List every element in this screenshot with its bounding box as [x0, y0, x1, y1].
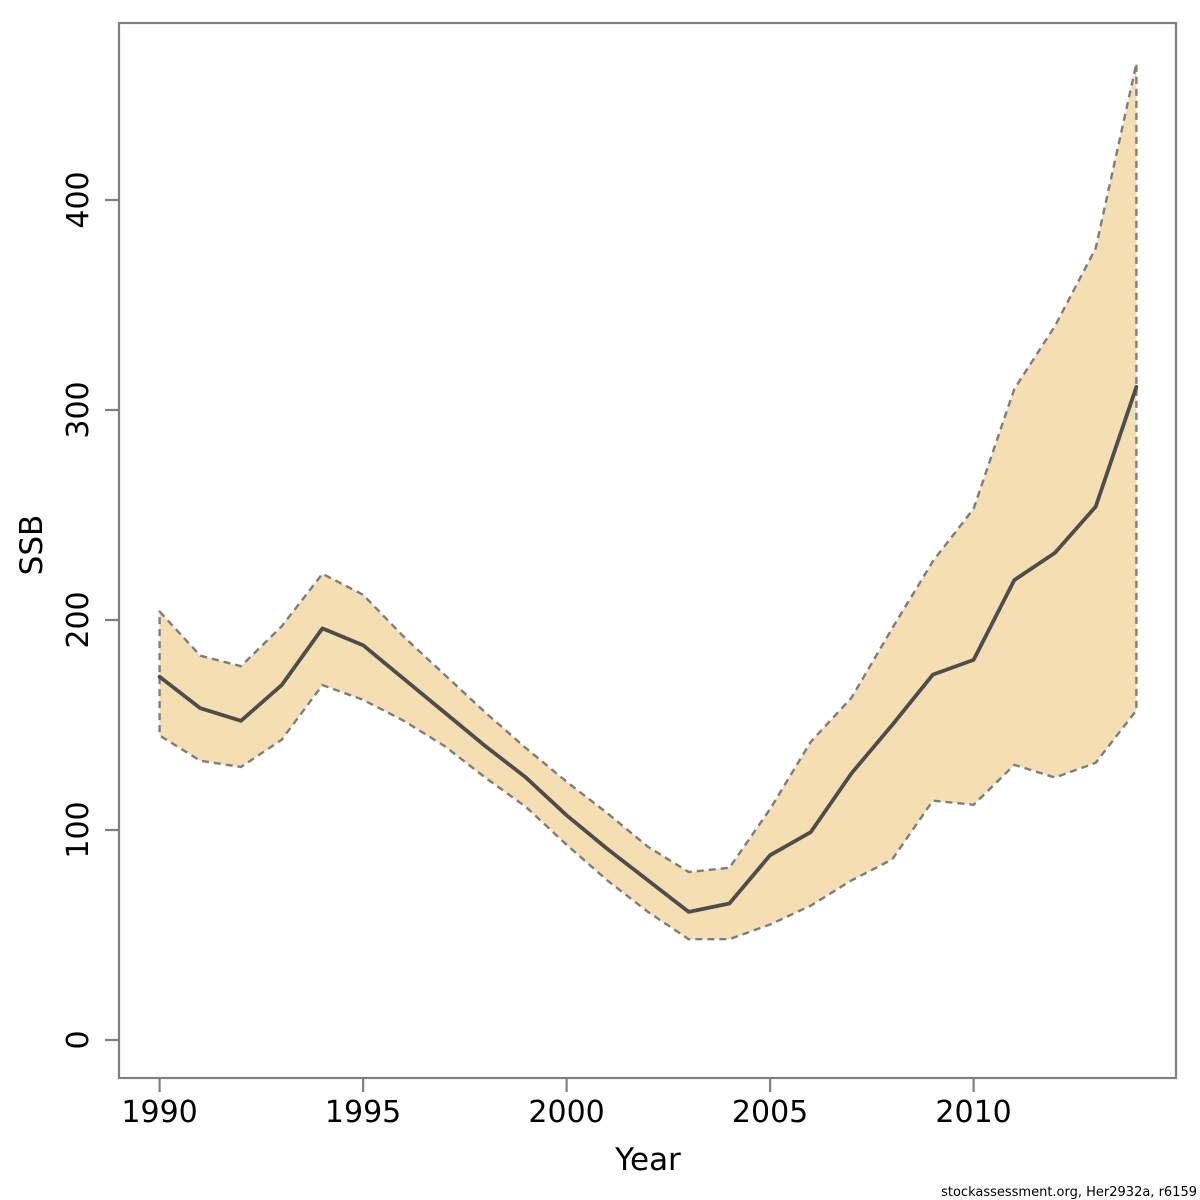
- confidence-band: [158, 62, 1138, 941]
- x-tick-label: 2010: [935, 1095, 1011, 1130]
- y-tick-label: 400: [61, 171, 96, 228]
- confidence-band-layer: [158, 62, 1138, 941]
- y-axis: 0 100 200 300 400: [61, 171, 119, 1050]
- credit-text: stockassessment.org, Her2932a, r6159: [941, 1185, 1197, 1200]
- x-tick-label: 2000: [528, 1095, 604, 1130]
- y-axis-title: SSB: [14, 515, 50, 576]
- y-tick-label: 300: [61, 381, 96, 438]
- x-axis-title: Year: [614, 1142, 681, 1178]
- y-tick-label: 100: [61, 801, 96, 858]
- estimate-line-layer: [157, 384, 1139, 914]
- x-tick-label: 1995: [325, 1095, 401, 1130]
- plot-box: [117, 21, 1178, 1080]
- y-tick-label: 200: [61, 591, 96, 648]
- ssb-estimate-line: [157, 384, 1139, 914]
- x-tick-label: 1990: [121, 1095, 197, 1130]
- x-tick-label: 2005: [732, 1095, 808, 1130]
- y-tick-label: 0: [61, 1030, 96, 1049]
- x-axis: 1990 1995 2000 2005 2010: [121, 1078, 1012, 1130]
